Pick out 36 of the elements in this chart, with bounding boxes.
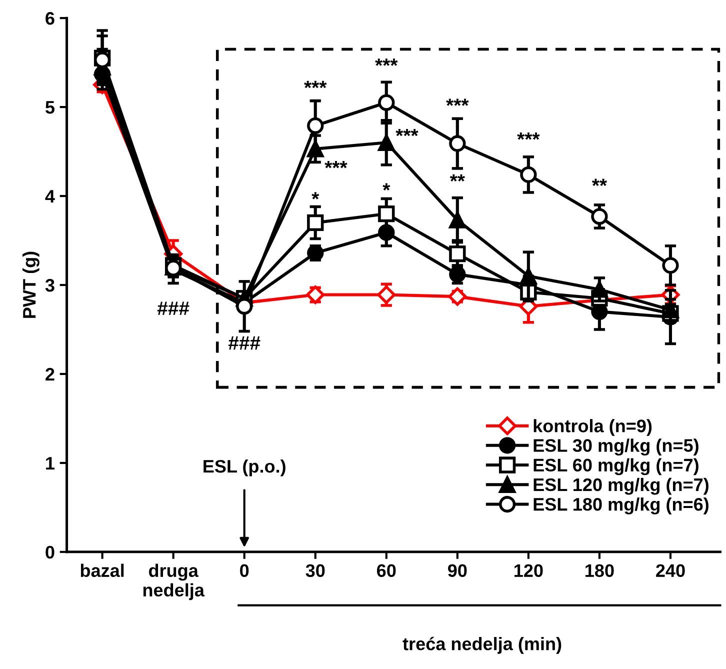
y-tick-label: 2 xyxy=(46,368,54,381)
y-tick-label: 6 xyxy=(46,12,54,25)
annotation: *** xyxy=(446,98,469,106)
annotation: ** xyxy=(450,174,465,182)
annotation: ### xyxy=(228,336,260,350)
x-tick-label: 180 xyxy=(586,564,614,577)
legend-label: ESL 30 mg/kg (n=5) xyxy=(534,438,698,456)
legend-label: ESL 180 mg/kg (n=6) xyxy=(534,497,708,514)
legend-label: ESL 120 mg/kg (n=7) xyxy=(534,478,708,495)
annotation: *** xyxy=(324,160,348,168)
y-axis-title: PWT (g) xyxy=(22,252,40,318)
annotation: ** xyxy=(592,178,607,186)
y-tick-label: 4 xyxy=(45,190,55,203)
x-tick-label: 120 xyxy=(514,564,543,577)
legend-label: kontrola (n=9) xyxy=(534,419,652,436)
annotation: ### xyxy=(157,302,190,315)
x-tick-label: 0 xyxy=(240,564,249,577)
x-tick-label: druga nedelja xyxy=(143,564,205,600)
annotation: *** xyxy=(375,58,398,66)
annotation: ESL (p.o.) xyxy=(204,459,286,476)
annotation: *** xyxy=(304,80,327,88)
legend-label: ESL 60 mg/kg (n=7) xyxy=(534,458,698,476)
annotation: *** xyxy=(396,128,418,136)
x-tick-label: bazal xyxy=(80,564,124,577)
x-tick-label: 60 xyxy=(377,564,396,577)
y-tick-label: 1 xyxy=(46,457,54,470)
x-tick-label: 90 xyxy=(448,564,467,577)
y-tick-label: 5 xyxy=(46,101,54,114)
y-tick-label: 0 xyxy=(46,546,54,559)
x-tick-label: 30 xyxy=(306,564,325,578)
x-axis-title: treća nedelja (min) xyxy=(402,636,562,654)
x-tick-label: 240 xyxy=(656,564,685,577)
annotation: * xyxy=(312,192,320,200)
y-tick-label: 3 xyxy=(45,278,54,292)
annotation: * xyxy=(382,183,390,190)
annotation: *** xyxy=(517,132,540,140)
